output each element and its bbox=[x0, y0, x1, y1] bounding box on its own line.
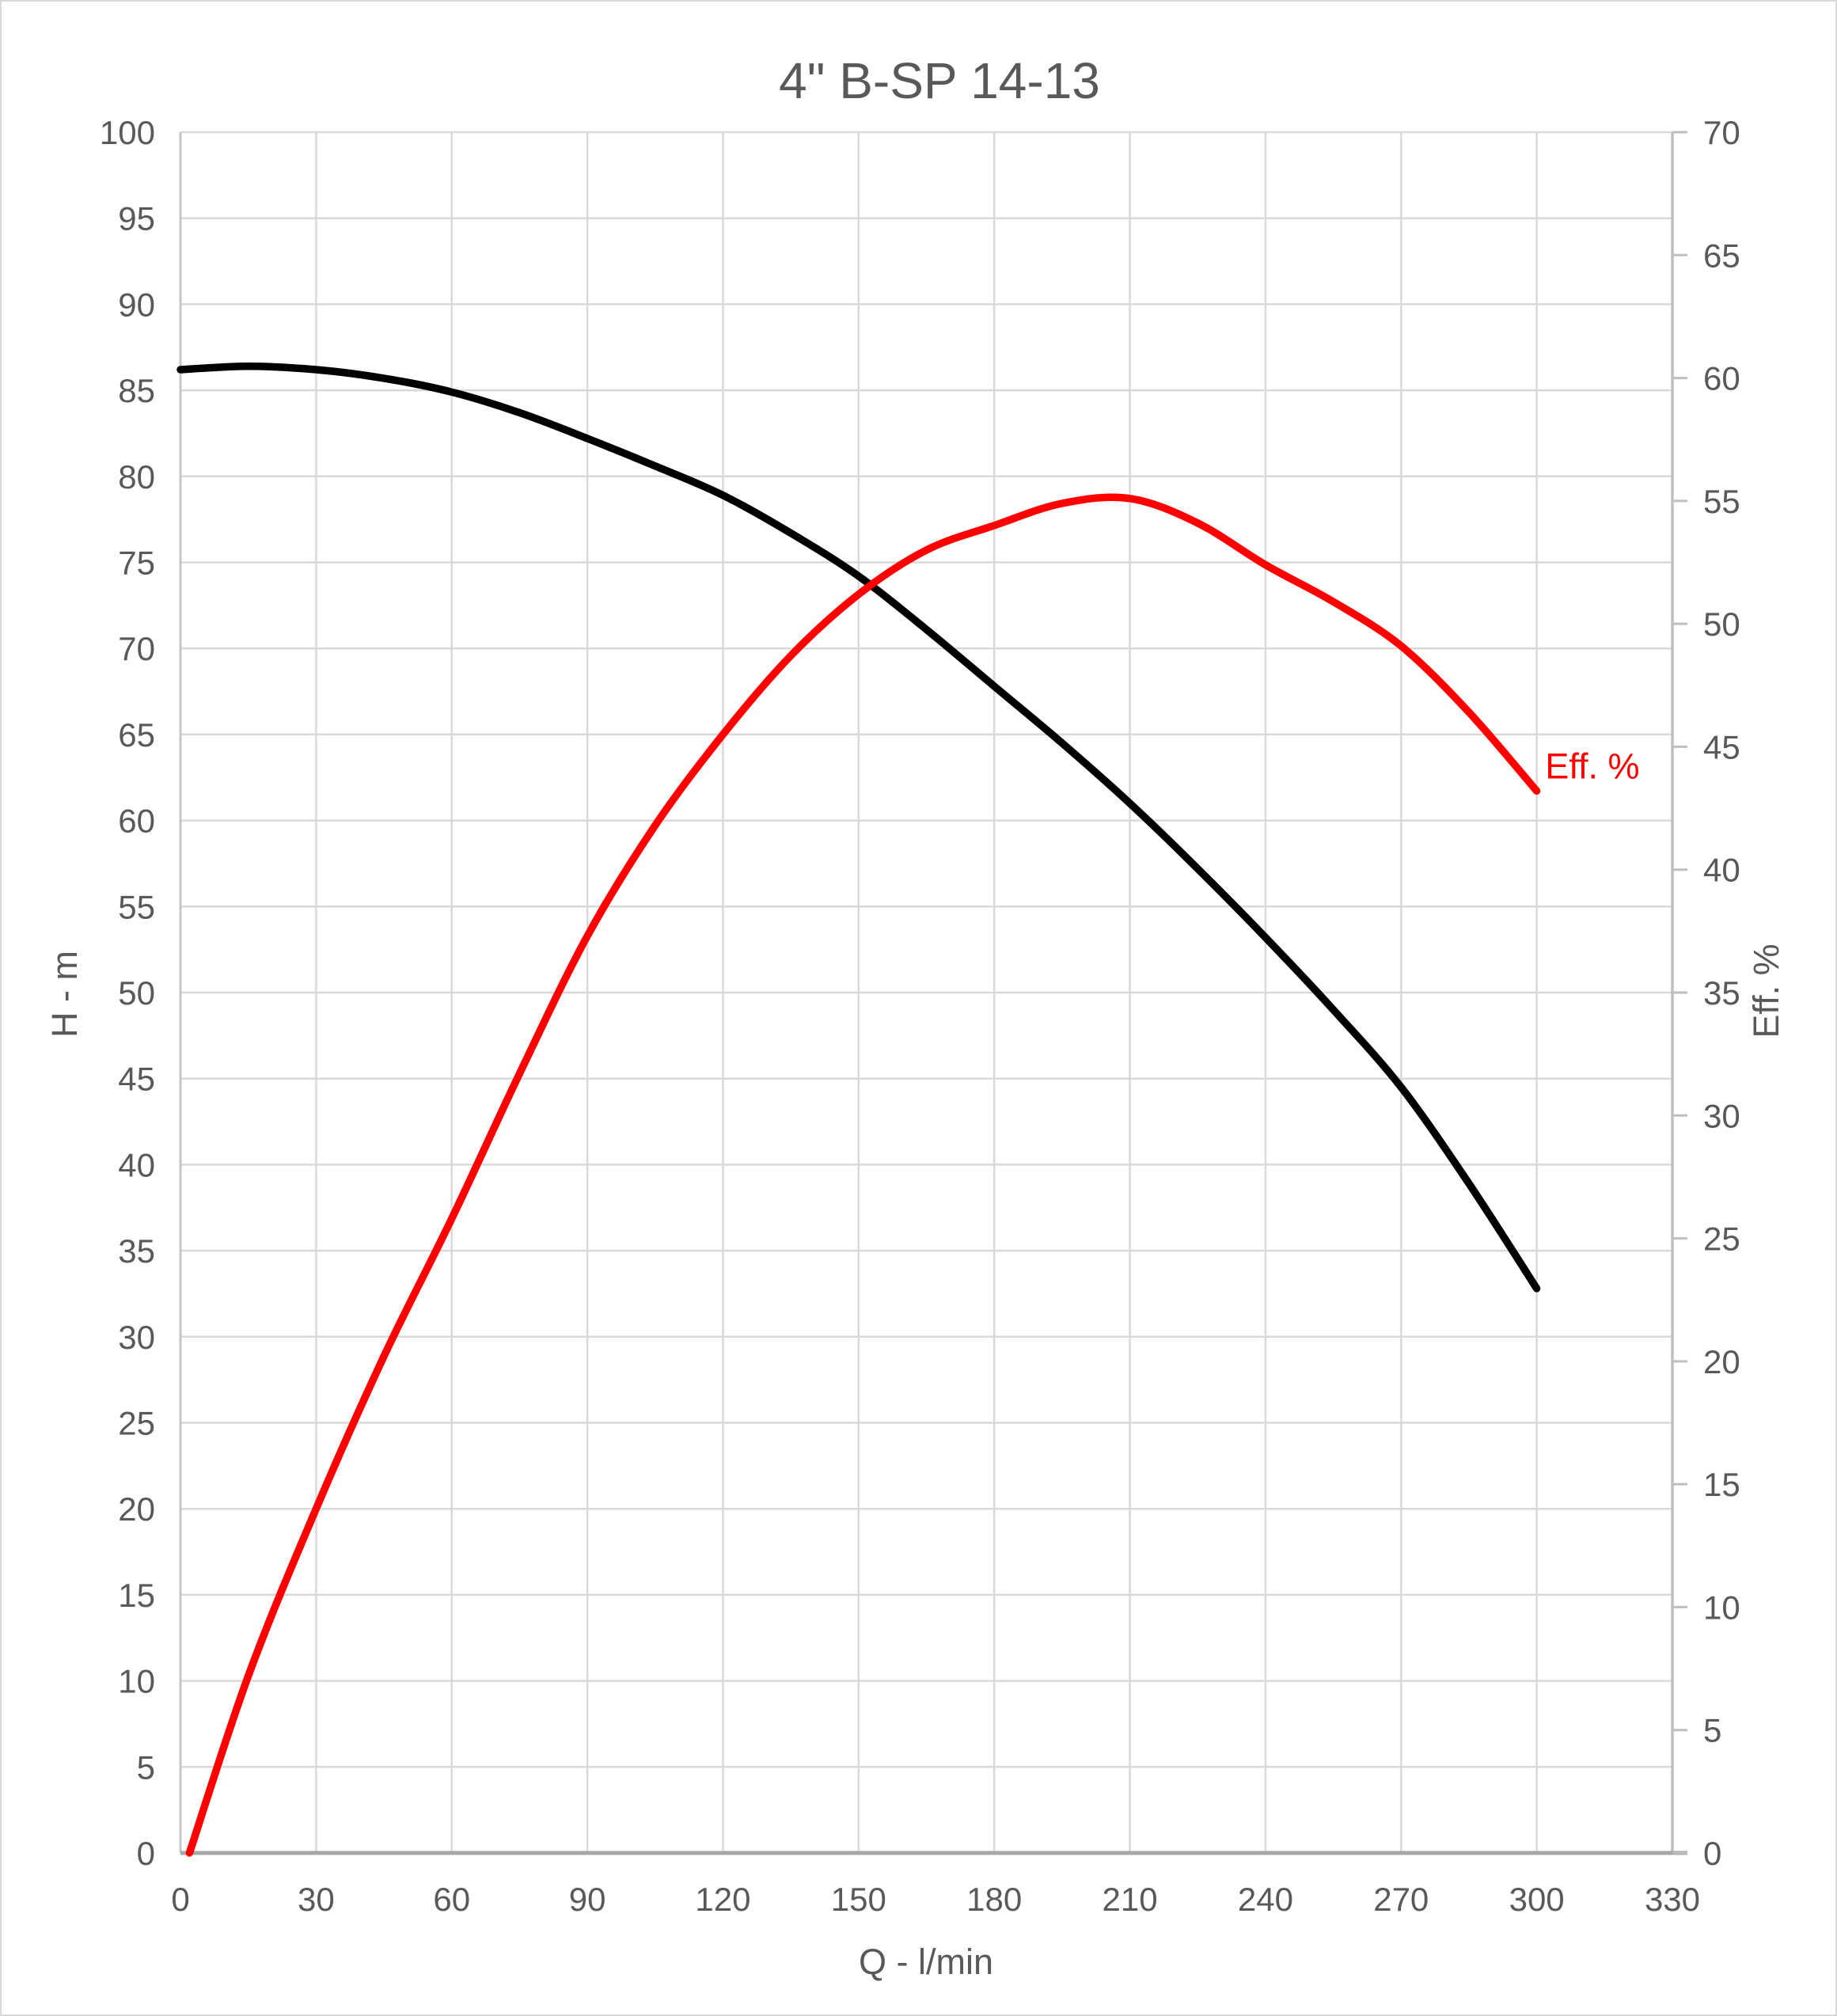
left-tick-label: 75 bbox=[118, 545, 155, 582]
x-tick-label: 180 bbox=[966, 1881, 1022, 1918]
x-axis-title: Q - l/min bbox=[859, 1942, 993, 1982]
left-tick-label: 45 bbox=[118, 1061, 155, 1098]
left-tick-label: 30 bbox=[118, 1319, 155, 1356]
right-tick-label: 60 bbox=[1703, 360, 1740, 397]
left-tick-label: 60 bbox=[118, 803, 155, 840]
left-tick-label: 40 bbox=[118, 1146, 155, 1183]
x-tick-label: 90 bbox=[569, 1881, 606, 1918]
left-tick-label: 10 bbox=[118, 1663, 155, 1700]
left-axis-tick-labels: 0 5 10 15 20 25 30 35 40 45 50 55 60 65 70 75 80 85 90 95 10… bbox=[100, 114, 155, 1872]
efficiency-curve bbox=[185, 493, 1541, 1857]
right-tick-label: 40 bbox=[1703, 852, 1740, 889]
x-tick-label: 120 bbox=[695, 1881, 750, 1918]
right-tick-label: 45 bbox=[1703, 728, 1740, 765]
left-tick-label: 70 bbox=[118, 630, 155, 667]
left-tick-label: 65 bbox=[118, 716, 155, 754]
left-tick-label: 95 bbox=[118, 200, 155, 237]
right-tick-label: 70 bbox=[1703, 114, 1740, 151]
left-tick-label: 85 bbox=[118, 372, 155, 409]
right-tick-label: 30 bbox=[1703, 1097, 1740, 1134]
x-tick-label: 0 bbox=[171, 1881, 189, 1918]
right-tick-label: 25 bbox=[1703, 1221, 1740, 1258]
right-tick-label: 35 bbox=[1703, 974, 1740, 1012]
right-tick-label: 50 bbox=[1703, 606, 1740, 643]
left-tick-label: 25 bbox=[118, 1405, 155, 1442]
left-tick-label: 55 bbox=[118, 888, 155, 925]
right-axis-tick-labels: 0 5 10 15 20 25 30 35 40 45 50 55 60 65 70 bbox=[1703, 114, 1740, 1872]
right-tick-label: 10 bbox=[1703, 1589, 1740, 1626]
left-tick-label: 80 bbox=[118, 458, 155, 495]
left-tick-label: 100 bbox=[100, 114, 155, 151]
efficiency-curve-label: Eff. % bbox=[1545, 746, 1639, 786]
right-tick-label: 15 bbox=[1703, 1466, 1740, 1503]
left-tick-label: 90 bbox=[118, 286, 155, 323]
right-tick-label: 20 bbox=[1703, 1343, 1740, 1380]
gridlines bbox=[179, 131, 1674, 1855]
x-tick-label: 60 bbox=[433, 1881, 470, 1918]
left-tick-label: 35 bbox=[118, 1232, 155, 1270]
right-tick-label: 0 bbox=[1703, 1835, 1721, 1872]
y-right-axis-title: Eff. % bbox=[1746, 943, 1786, 1038]
head-curve bbox=[176, 362, 1541, 1293]
left-tick-label: 15 bbox=[118, 1577, 155, 1614]
right-tick-label: 55 bbox=[1703, 483, 1740, 520]
x-tick-label: 30 bbox=[298, 1881, 335, 1918]
right-axis-tick-marks bbox=[1672, 131, 1687, 1855]
chart-title: 4" B-SP 14-13 bbox=[779, 52, 1100, 109]
x-tick-label: 270 bbox=[1373, 1881, 1429, 1918]
left-tick-label: 20 bbox=[118, 1490, 155, 1528]
x-tick-label: 300 bbox=[1509, 1881, 1565, 1918]
x-tick-label: 330 bbox=[1645, 1881, 1700, 1918]
x-tick-label: 150 bbox=[831, 1881, 886, 1918]
x-axis-tick-labels: 0 30 60 90 120 150 180 210 240 270 300 330 bbox=[171, 1881, 1700, 1918]
right-tick-label: 5 bbox=[1703, 1712, 1721, 1749]
x-tick-label: 210 bbox=[1103, 1881, 1158, 1918]
left-tick-label: 0 bbox=[137, 1835, 155, 1872]
y-left-axis-title: H - m bbox=[44, 951, 85, 1038]
x-tick-label: 240 bbox=[1238, 1881, 1293, 1918]
left-tick-label: 50 bbox=[118, 974, 155, 1012]
left-tick-label: 5 bbox=[137, 1748, 155, 1786]
right-tick-label: 65 bbox=[1703, 237, 1740, 274]
